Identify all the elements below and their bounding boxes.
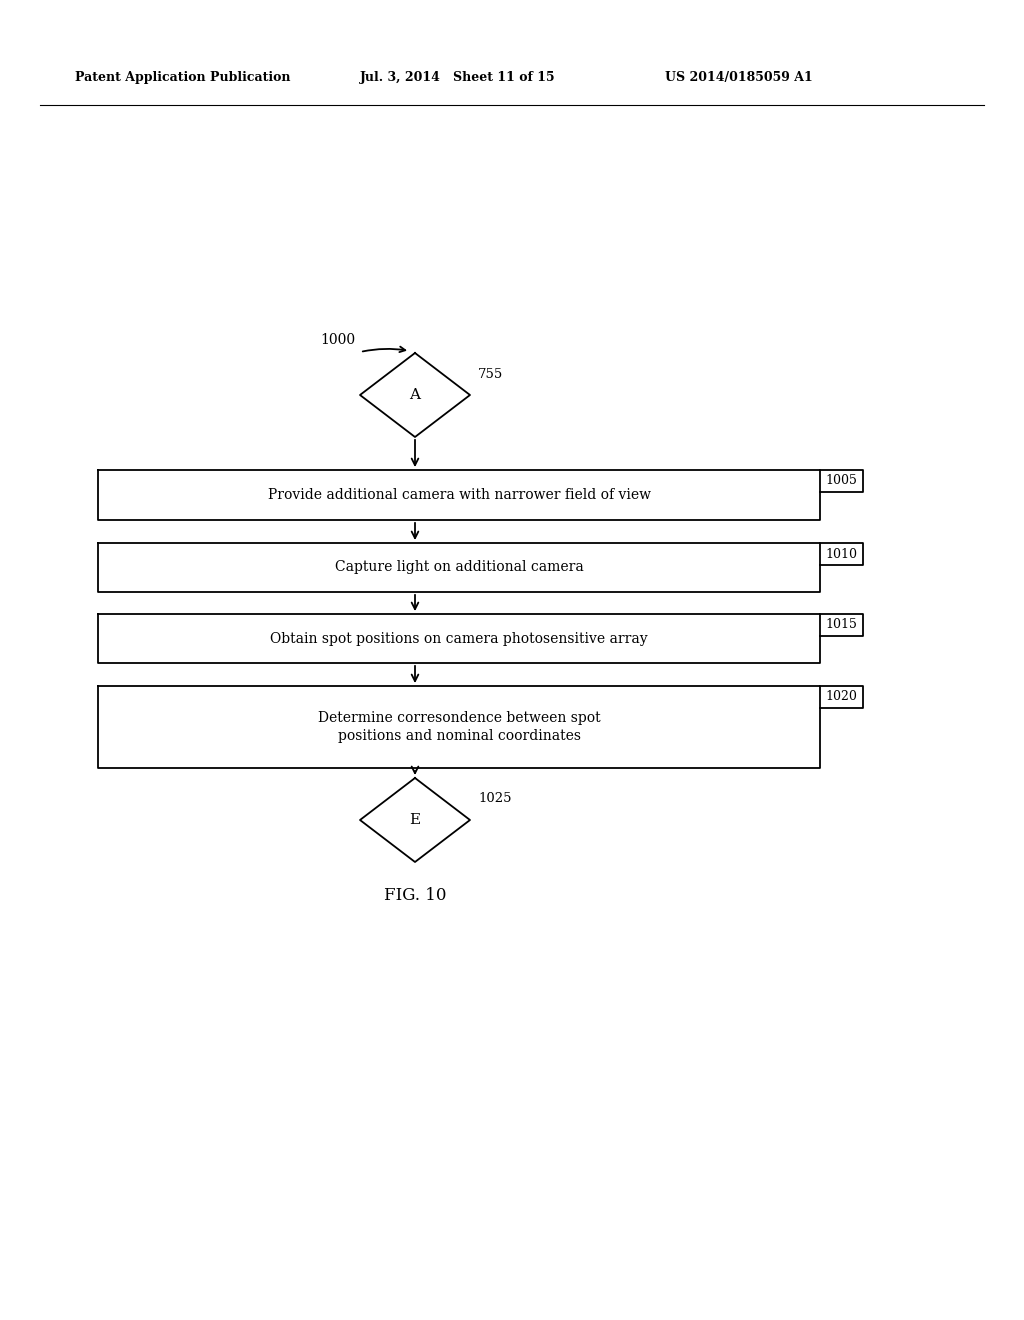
Text: Obtain spot positions on camera photosensitive array: Obtain spot positions on camera photosen… xyxy=(270,631,648,645)
Text: 755: 755 xyxy=(478,367,503,380)
Text: Patent Application Publication: Patent Application Publication xyxy=(75,71,291,84)
Text: 1025: 1025 xyxy=(478,792,512,805)
Text: 1010: 1010 xyxy=(825,548,857,561)
Text: Provide additional camera with narrower field of view: Provide additional camera with narrower … xyxy=(267,488,650,502)
Text: E: E xyxy=(410,813,421,828)
Text: 1000: 1000 xyxy=(319,333,355,347)
Text: US 2014/0185059 A1: US 2014/0185059 A1 xyxy=(665,71,813,84)
Text: Jul. 3, 2014   Sheet 11 of 15: Jul. 3, 2014 Sheet 11 of 15 xyxy=(360,71,556,84)
Text: 1015: 1015 xyxy=(825,619,857,631)
Text: 1020: 1020 xyxy=(825,690,857,704)
Text: Determine corresondence between spot
positions and nominal coordinates: Determine corresondence between spot pos… xyxy=(317,710,600,743)
Text: FIG. 10: FIG. 10 xyxy=(384,887,446,903)
Text: 1005: 1005 xyxy=(825,474,857,487)
Text: Capture light on additional camera: Capture light on additional camera xyxy=(335,561,584,574)
Text: A: A xyxy=(410,388,421,403)
